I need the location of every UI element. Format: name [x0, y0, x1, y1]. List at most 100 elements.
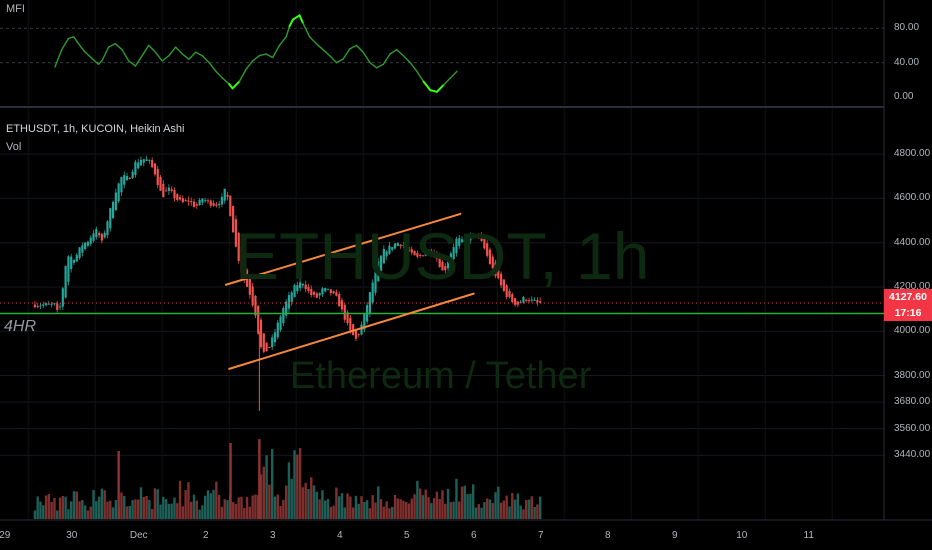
- mfi-panel[interactable]: [54, 14, 458, 93]
- candle-body: [500, 273, 503, 286]
- candle-body: [215, 204, 218, 206]
- candle-body: [259, 319, 263, 348]
- time-tick-label: 10: [736, 530, 748, 541]
- candle-body: [332, 291, 335, 294]
- candle-body: [248, 278, 251, 295]
- volume-bar: [416, 480, 419, 519]
- volume-bar: [254, 494, 257, 519]
- mfi-line-segment: [396, 49, 405, 57]
- volume-bar: [349, 496, 352, 519]
- candle-body: [111, 201, 115, 219]
- volume-bar: [301, 487, 305, 519]
- volume-bar: [480, 507, 483, 519]
- candle-body: [39, 305, 42, 307]
- candle-body: [125, 175, 129, 180]
- volume-bar: [525, 500, 528, 519]
- volume-bar: [326, 499, 330, 519]
- candle-body: [170, 189, 173, 192]
- candle-body: [109, 208, 112, 229]
- mfi-title[interactable]: MFI: [6, 3, 25, 15]
- volume-bar: [217, 494, 221, 519]
- candle-body: [410, 249, 413, 253]
- volume-bar: [354, 495, 358, 519]
- mfi-line-segment: [449, 70, 458, 79]
- candle-body: [262, 333, 265, 352]
- volume-bar: [430, 503, 433, 519]
- price-tick-label: 4800.00: [894, 148, 931, 160]
- volume-bar: [148, 499, 151, 519]
- volume-bar: [340, 493, 344, 519]
- candle-body: [47, 303, 50, 305]
- channel-lower-line[interactable]: [228, 292, 475, 370]
- volume-bar: [396, 498, 400, 519]
- mfi-line-segment: [416, 70, 425, 83]
- volume-bar: [368, 508, 372, 519]
- volume-bar: [418, 488, 422, 519]
- candle-body: [220, 196, 224, 205]
- volume-bar: [298, 448, 302, 519]
- mfi-line-segment: [382, 53, 391, 66]
- mfi-line-segment: [127, 60, 137, 67]
- candle-body: [421, 255, 425, 257]
- price-tick-label: 3680.00: [894, 396, 931, 408]
- volume-bar: [519, 505, 522, 519]
- candle-body: [187, 200, 190, 202]
- candle-body: [315, 293, 318, 298]
- volume-bar: [516, 493, 520, 519]
- mfi-line-segment: [362, 51, 371, 64]
- candle-body: [444, 266, 447, 271]
- mfi-line-segment: [435, 83, 445, 93]
- candle-body: [53, 303, 56, 305]
- mfi-tick-label: 0.00: [894, 91, 914, 102]
- candle-body: [377, 261, 380, 282]
- candle-body: [505, 285, 508, 297]
- mfi-tick-label: 80.00: [894, 22, 920, 34]
- volume-bar: [427, 497, 430, 519]
- volume-bar: [134, 499, 137, 519]
- candle-body: [516, 301, 519, 305]
- candle-body: [536, 300, 539, 303]
- candle-body: [237, 232, 240, 261]
- candle-body: [257, 305, 260, 334]
- volume-bar: [435, 491, 439, 519]
- mfi-line-segment: [322, 49, 331, 57]
- candle-body: [312, 291, 316, 295]
- mfi-line-segment: [194, 51, 204, 57]
- time-tick-label: 2: [202, 530, 209, 541]
- symbol-info[interactable]: ETHUSDT, 1h, KUCOIN, Heikin Ashi: [6, 123, 185, 135]
- volume-bar: [374, 502, 377, 519]
- mfi-line-segment: [101, 46, 110, 62]
- volume-bar: [304, 482, 307, 519]
- volume-bar: [69, 501, 73, 519]
- candle-body: [81, 245, 84, 253]
- candle-body: [234, 219, 237, 247]
- volume-bar: [128, 505, 132, 519]
- mfi-line-segment: [73, 36, 80, 45]
- candle-body: [212, 203, 215, 206]
- volume-bar: [56, 510, 59, 519]
- candle-body: [354, 329, 358, 339]
- volume-bar: [365, 500, 369, 519]
- volume-bar: [293, 450, 296, 519]
- drawings[interactable]: [0, 212, 884, 370]
- candle-body: [497, 269, 500, 279]
- candle-body: [374, 269, 377, 293]
- candle-body: [44, 303, 48, 306]
- candle-body: [123, 175, 126, 185]
- candle-body: [318, 293, 321, 296]
- volume-bar: [162, 496, 165, 519]
- candle-body: [430, 252, 433, 254]
- volume-bar: [234, 504, 238, 519]
- mfi-line-segment: [107, 42, 117, 48]
- channel-upper-line[interactable]: [224, 212, 462, 286]
- candle-body: [265, 342, 268, 352]
- candle-body: [56, 303, 59, 311]
- volume-label[interactable]: Vol: [6, 141, 22, 153]
- volume-bar: [502, 500, 506, 519]
- volume-bar: [229, 443, 232, 519]
- annotation-4hr[interactable]: 4HR: [4, 318, 37, 335]
- mfi-line-segment: [154, 51, 163, 62]
- volume-bar: [203, 495, 207, 519]
- price-tick-label: 4400.00: [894, 236, 931, 248]
